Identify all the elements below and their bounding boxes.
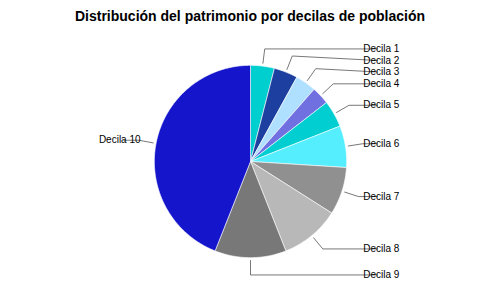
svg-text:Decila 8: Decila 8 [363,243,400,254]
svg-text:Decila 3: Decila 3 [363,66,400,77]
svg-text:Decila 7: Decila 7 [363,191,400,202]
svg-text:Decila 5: Decila 5 [363,99,400,110]
svg-text:Decila 1: Decila 1 [363,43,400,54]
svg-text:Decila 2: Decila 2 [363,55,400,66]
html-text:Distribución del patrimonio po: Distribución del patrimonio por decilas … [75,8,425,24]
svg-text:Decila 6: Decila 6 [363,138,400,149]
svg-text:Decila 4: Decila 4 [363,78,400,89]
svg-text:Decila 10: Decila 10 [99,134,141,145]
svg-text:Decila 9: Decila 9 [363,269,400,280]
